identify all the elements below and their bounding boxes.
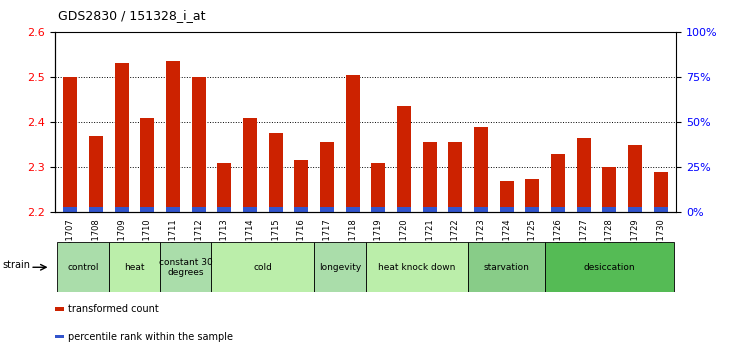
Bar: [140, 118, 154, 212]
Bar: [211, 242, 314, 292]
Bar: [268, 207, 283, 212]
Bar: [423, 142, 436, 212]
Bar: [654, 207, 668, 212]
Bar: [314, 242, 366, 292]
Bar: [448, 142, 463, 212]
Text: strain: strain: [3, 260, 31, 270]
Bar: [58, 242, 109, 292]
Text: desiccation: desiccation: [583, 263, 635, 272]
Bar: [474, 127, 488, 212]
Bar: [346, 75, 360, 212]
Bar: [551, 207, 565, 212]
Text: transformed count: transformed count: [68, 304, 159, 314]
Bar: [371, 207, 385, 212]
Bar: [654, 172, 668, 212]
Bar: [192, 77, 205, 212]
Text: percentile rank within the sample: percentile rank within the sample: [68, 332, 233, 342]
Text: heat: heat: [124, 263, 145, 272]
Bar: [89, 207, 103, 212]
Bar: [268, 133, 283, 212]
Bar: [628, 207, 642, 212]
Text: constant 30
degrees: constant 30 degrees: [159, 258, 213, 277]
Bar: [55, 307, 64, 311]
Bar: [366, 242, 468, 292]
Bar: [243, 207, 257, 212]
Bar: [217, 207, 231, 212]
Bar: [346, 207, 360, 212]
Text: longevity: longevity: [319, 263, 361, 272]
Bar: [474, 207, 488, 212]
Bar: [243, 118, 257, 212]
Bar: [577, 138, 591, 212]
Bar: [602, 167, 616, 212]
Bar: [320, 142, 334, 212]
Text: cold: cold: [254, 263, 272, 272]
Bar: [160, 242, 211, 292]
Bar: [577, 207, 591, 212]
Bar: [371, 163, 385, 212]
Bar: [166, 207, 180, 212]
Text: heat knock down: heat knock down: [378, 263, 455, 272]
Bar: [115, 207, 129, 212]
Bar: [166, 61, 180, 212]
Bar: [448, 207, 463, 212]
Bar: [63, 207, 77, 212]
Bar: [63, 77, 77, 212]
Bar: [500, 181, 514, 212]
Bar: [602, 207, 616, 212]
Bar: [468, 242, 545, 292]
Bar: [423, 207, 436, 212]
Bar: [500, 207, 514, 212]
Bar: [320, 207, 334, 212]
Text: starvation: starvation: [484, 263, 530, 272]
Bar: [397, 207, 411, 212]
Text: GDS2830 / 151328_i_at: GDS2830 / 151328_i_at: [58, 9, 206, 22]
Bar: [295, 160, 308, 212]
Bar: [628, 145, 642, 212]
Text: control: control: [67, 263, 99, 272]
Bar: [115, 63, 129, 212]
Bar: [55, 335, 64, 338]
Bar: [217, 163, 231, 212]
Bar: [526, 178, 539, 212]
Bar: [295, 207, 308, 212]
Bar: [109, 242, 160, 292]
Bar: [89, 136, 103, 212]
Bar: [545, 242, 673, 292]
Bar: [140, 207, 154, 212]
Bar: [526, 207, 539, 212]
Bar: [397, 106, 411, 212]
Bar: [551, 154, 565, 212]
Bar: [192, 207, 205, 212]
